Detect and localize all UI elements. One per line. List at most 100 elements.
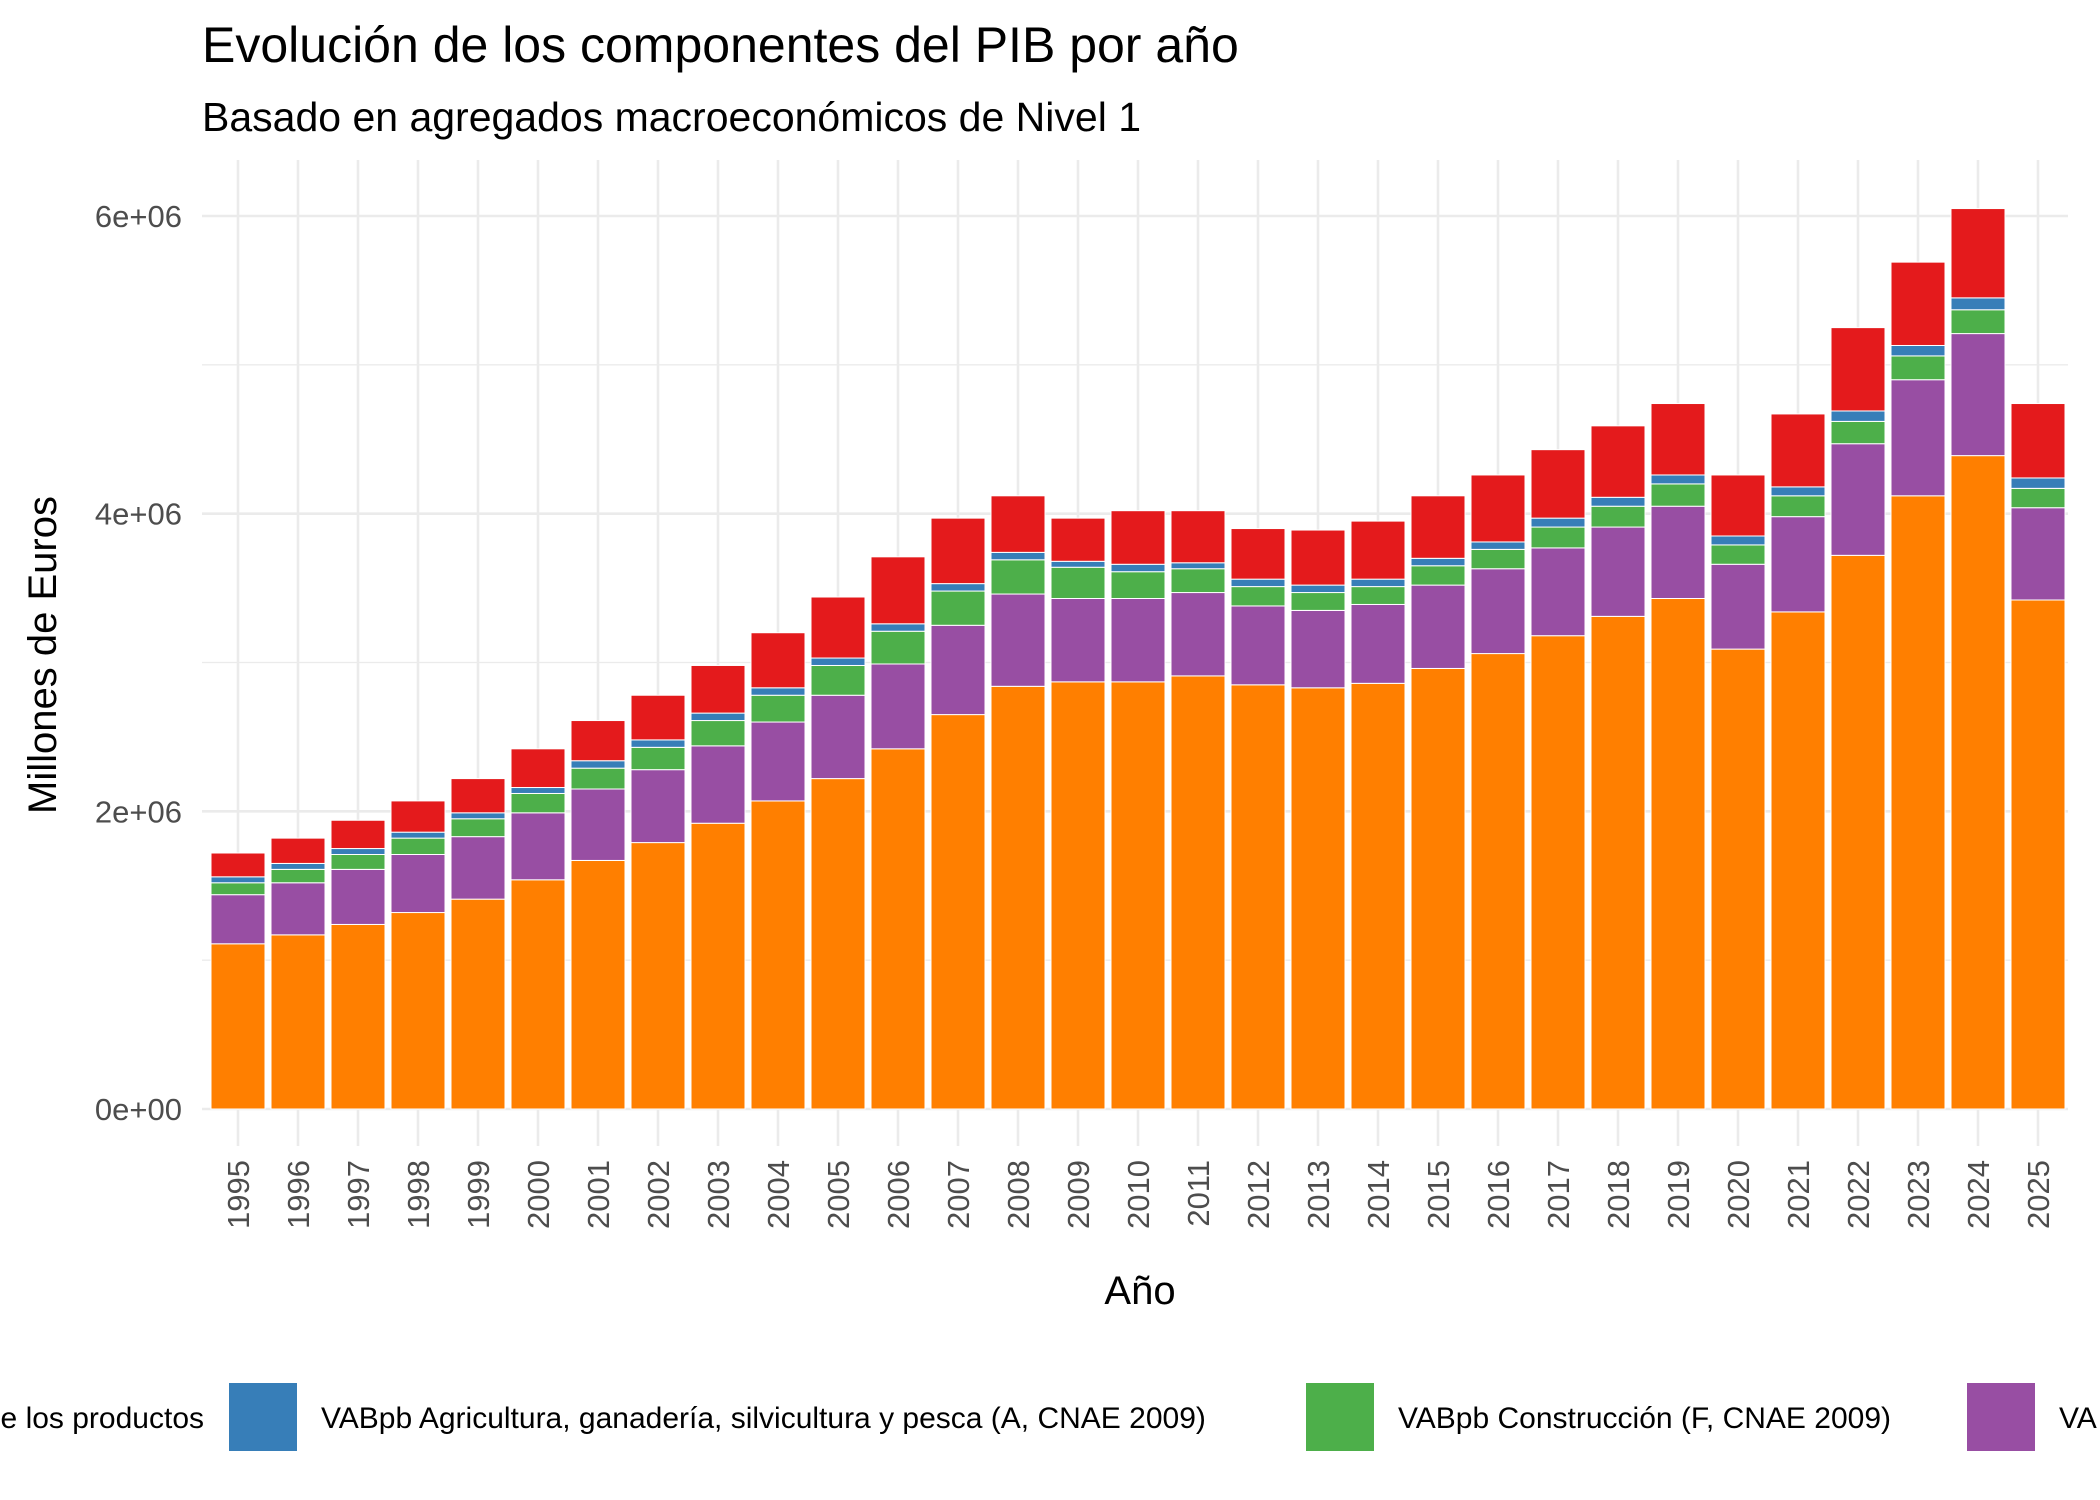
bar-segment-2015-s1: [1410, 584, 1466, 669]
y-tick-label: 4e+06: [95, 497, 182, 532]
bar-segment-2025-s0: [2010, 599, 2066, 1110]
bar-segment-2012-s3: [1230, 578, 1286, 588]
bar-segment-2002-s4: [630, 694, 686, 741]
legend-key: [1967, 1383, 2035, 1451]
bar-segment-2000-s3: [510, 787, 566, 794]
bar-segment-2009-s1: [1050, 598, 1106, 683]
x-tick-label: 1998: [401, 1160, 436, 1229]
bar-segment-2004-s3: [750, 687, 806, 696]
bar-segment-1999-s4: [450, 778, 506, 814]
bar-segment-2001-s4: [570, 720, 626, 762]
bar-segment-2009-s3: [1050, 560, 1106, 568]
bar-segment-2025-s4: [2010, 403, 2066, 479]
bar-segment-2008-s3: [990, 551, 1046, 561]
bar-segment-2010-s1: [1110, 598, 1166, 683]
y-tick-label: 6e+06: [95, 199, 182, 234]
bar-segment-2010-s0: [1110, 681, 1166, 1110]
bar-segment-2004-s4: [750, 632, 806, 689]
x-tick-label: 2013: [1301, 1160, 1336, 1229]
bar-segment-2011-s2: [1170, 568, 1226, 594]
bar-segment-2019-s4: [1650, 403, 1706, 476]
x-tick-label: 1996: [281, 1160, 316, 1229]
bar-segment-1997-s4: [330, 819, 386, 850]
bar-segment-2012-s0: [1230, 684, 1286, 1110]
bar-segment-2018-s0: [1590, 615, 1646, 1110]
bar-segment-2006-s0: [870, 748, 926, 1110]
bar-segment-2000-s1: [510, 812, 566, 881]
bar-segment-2003-s3: [690, 712, 746, 722]
bar-segment-2018-s4: [1590, 425, 1646, 498]
bar-segment-2017-s3: [1530, 517, 1586, 528]
bar-segment-2019-s2: [1650, 483, 1706, 507]
bar-segment-2023-s2: [1890, 355, 1946, 381]
bar-segment-2004-s2: [750, 694, 806, 723]
bar-segment-2015-s0: [1410, 667, 1466, 1110]
bar-segment-2013-s2: [1290, 592, 1346, 611]
x-tick-label: 2017: [1541, 1160, 1576, 1229]
x-tick-label: 2011: [1181, 1160, 1216, 1227]
bar-segment-2025-s2: [2010, 487, 2066, 509]
bar-segment-1998-s2: [390, 837, 446, 855]
legend-label: VA: [2059, 1402, 2097, 1435]
bar-segment-2002-s0: [630, 842, 686, 1110]
x-tick-label: 2023: [1901, 1160, 1936, 1229]
bar-segment-2024-s4: [1950, 208, 2006, 299]
bar-segment-1995-s4: [210, 852, 266, 878]
bar-segment-2020-s0: [1710, 648, 1766, 1110]
bar-segment-2008-s0: [990, 685, 1046, 1110]
x-tick-label: 2000: [521, 1160, 556, 1229]
legend-label: VABpb Agricultura, ganadería, silvicultu…: [321, 1402, 1206, 1435]
x-tick-label: 2014: [1361, 1160, 1396, 1229]
legend: e los productos VABpb Agricultura, ganade…: [1, 1383, 2097, 1451]
bar-segment-2019-s1: [1650, 505, 1706, 600]
chart-subtitle: Basado en agregados macroeconómicos de N…: [202, 94, 1141, 140]
bar-segment-2015-s3: [1410, 557, 1466, 567]
bar-segment-2006-s4: [870, 556, 926, 625]
bar-segment-1997-s3: [330, 848, 386, 855]
bar-segment-2010-s4: [1110, 510, 1166, 565]
legend-key: [229, 1383, 297, 1451]
x-tick-label: 2007: [941, 1160, 976, 1229]
bar-segment-2024-s0: [1950, 455, 2006, 1110]
bar-segment-2008-s2: [990, 559, 1046, 595]
bar-segment-1995-s3: [210, 876, 266, 884]
bar-segment-2017-s2: [1530, 526, 1586, 549]
bar-segment-1996-s1: [270, 882, 326, 936]
x-tick-label: 2003: [701, 1160, 736, 1229]
bar-segment-2005-s3: [810, 657, 866, 666]
x-tick-label: 2025: [2021, 1160, 2056, 1229]
bar-segment-2009-s0: [1050, 681, 1106, 1110]
bar-segment-1999-s2: [450, 818, 506, 838]
bar-segment-1999-s3: [450, 812, 506, 820]
bar-segment-2012-s4: [1230, 528, 1286, 580]
bar-segment-2002-s1: [630, 769, 686, 844]
bar-segment-2022-s0: [1830, 554, 1886, 1110]
bar-segment-1997-s0: [330, 923, 386, 1110]
legend-label: e los productos: [1, 1402, 204, 1435]
bar-segment-2023-s3: [1890, 344, 1946, 357]
bar-segment-2024-s3: [1950, 297, 2006, 311]
legend-label: VABpb Construcción (F, CNAE 2009): [1398, 1402, 1891, 1435]
x-tick-label: 2012: [1241, 1160, 1276, 1229]
x-tick-label: 2002: [641, 1160, 676, 1229]
bar-segment-2022-s3: [1830, 410, 1886, 422]
bar-segment-2021-s0: [1770, 611, 1826, 1110]
bar-segment-2019-s0: [1650, 598, 1706, 1110]
bar-segment-2003-s4: [690, 664, 746, 714]
bar-segment-2005-s0: [810, 778, 866, 1110]
x-tick-label: 2019: [1661, 1160, 1696, 1229]
bar-segment-2013-s0: [1290, 687, 1346, 1110]
y-axis: 0e+00 2e+06 4e+06 6e+06: [95, 199, 182, 1127]
bar-segment-2009-s2: [1050, 566, 1106, 600]
bar-segment-2021-s3: [1770, 486, 1826, 497]
bar-segment-1995-s0: [210, 943, 266, 1110]
x-tick-label: 2008: [1001, 1160, 1036, 1229]
bar-segment-2023-s1: [1890, 379, 1946, 497]
bar-segment-1998-s4: [390, 800, 446, 833]
bar-segment-2006-s2: [870, 630, 926, 665]
bar-segment-2000-s4: [510, 748, 566, 789]
bar-segment-2020-s2: [1710, 544, 1766, 565]
x-tick-label: 2022: [1841, 1160, 1876, 1229]
bar-segment-2005-s2: [810, 664, 866, 696]
x-tick-label: 2018: [1601, 1160, 1636, 1229]
